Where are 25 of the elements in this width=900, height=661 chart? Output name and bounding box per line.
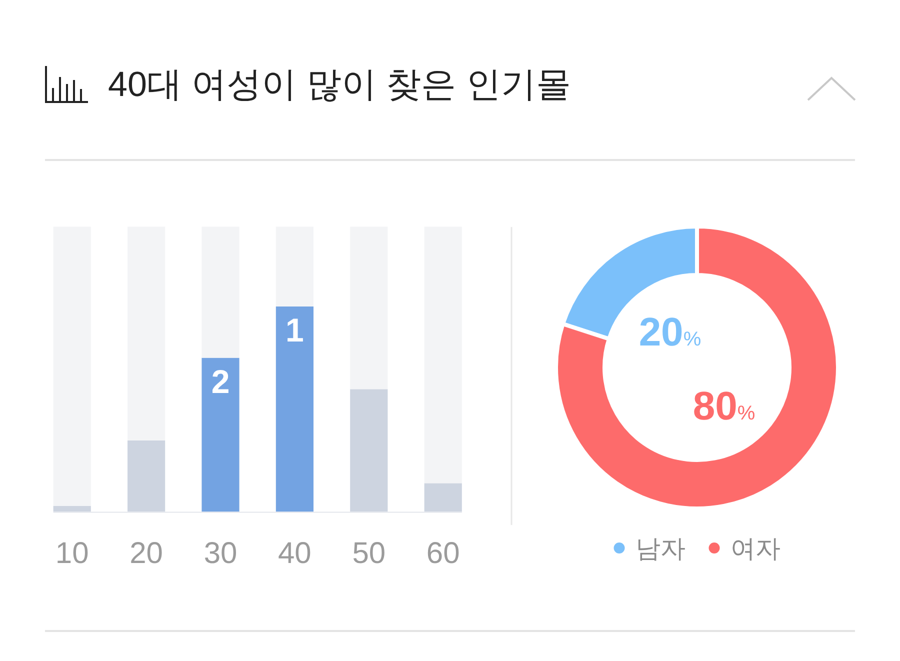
bar bbox=[424, 483, 462, 512]
x-tick-label: 50 bbox=[352, 537, 386, 570]
bar bbox=[53, 506, 91, 512]
bar bbox=[276, 226, 314, 306]
bar bbox=[424, 226, 462, 484]
legend-label: 여자 bbox=[730, 535, 780, 563]
x-tick-label: 40 bbox=[278, 537, 312, 570]
bar bbox=[128, 440, 166, 512]
x-tick-label: 20 bbox=[130, 537, 163, 570]
data-label: 80% bbox=[692, 384, 756, 429]
bar bbox=[350, 389, 388, 512]
title: 40대 여성이 많이 찾은 인기몰 bbox=[108, 65, 571, 104]
bar bbox=[202, 358, 240, 512]
bar bbox=[128, 226, 166, 440]
bar bbox=[202, 226, 240, 358]
bar bbox=[276, 306, 314, 512]
annotation: 2 bbox=[211, 362, 230, 400]
annotation: 1 bbox=[286, 312, 304, 348]
legend-label: 남자 bbox=[635, 535, 686, 563]
x-tick-label: 10 bbox=[55, 537, 89, 570]
x-tick-label: 30 bbox=[204, 537, 238, 570]
data-label: 20% bbox=[638, 310, 702, 354]
bar bbox=[350, 226, 388, 390]
x-tick-label: 60 bbox=[426, 537, 460, 570]
bar bbox=[53, 226, 91, 506]
